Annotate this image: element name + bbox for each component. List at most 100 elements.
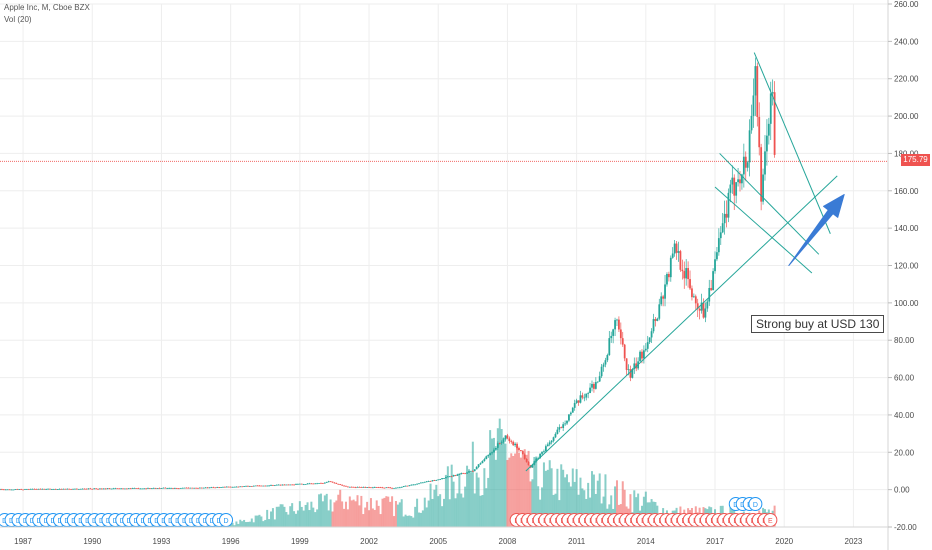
candle-body [350,486,353,488]
volume-bar [485,488,488,527]
candle-body [387,487,390,489]
volume-legend[interactable]: Vol (20) [4,15,32,24]
candle-body [243,486,246,487]
volume-bar [521,454,524,527]
volume-bar [235,521,238,527]
candle-body [573,403,576,408]
earnings-marker-label: E [768,518,773,525]
volume-bar [404,514,407,527]
candle-body [295,483,297,485]
volume-bar [589,497,592,527]
candle-body [185,487,188,489]
candle-body [49,488,51,490]
dividend-marker-label: D [9,518,14,525]
candle-body [739,179,741,184]
candle-body [606,355,609,361]
candle-body [193,487,196,489]
candle-body [639,351,641,362]
candle-body [641,351,643,359]
volume-bar [271,508,274,527]
volume-bar [377,505,380,527]
price-tick-label: 60.00 [894,374,915,383]
candle-body [481,461,484,464]
volume-bar [283,506,286,527]
candle-body [366,487,369,488]
volume-bar [566,474,569,527]
dividend-marker-label: D [168,518,173,525]
candle-body [471,470,474,472]
candle-body [206,487,209,489]
candle-body [393,487,395,489]
candle-body [89,488,92,490]
time-axis[interactable]: 1987 1990 1993 1996 1999 2002 2005 2008 2011 2014… [0,526,888,546]
channel-upper [719,153,820,255]
candle-body [329,481,332,483]
candle-body [81,488,84,490]
candle-body [149,488,151,489]
candle-body [550,440,553,443]
volume-bar [337,494,340,527]
volume-bar [516,445,519,527]
candle-body [416,483,418,485]
candle-body [527,461,530,466]
candle-body [273,485,276,487]
candle-body [385,487,388,489]
candle-body [87,488,90,490]
candle-body [462,473,465,474]
volume-bar [550,468,553,527]
candle-body [281,484,284,486]
candle-body [127,488,130,490]
candle-body [124,488,126,490]
candle-body [316,483,319,485]
volume-bar [296,510,299,527]
candle-body [687,268,690,280]
candle-body [325,482,328,483]
strong-buy-annotation[interactable]: Strong buy at USD 130 [751,315,885,333]
volume-bar [258,514,261,527]
candle-body [437,479,440,481]
candle-body [671,253,674,258]
candle-body [504,435,507,440]
candle-body [756,66,759,117]
volume-bar [552,494,555,527]
candle-body [587,393,590,394]
volume-bar [460,493,463,527]
candle-body [22,489,24,491]
candle-body [174,488,176,489]
candle-body [187,487,190,489]
candle-body [97,488,99,490]
price-axis[interactable]: 260.00 240.00 220.00 200.00 180.00 160.00 140.… [887,0,919,550]
candle-body [262,485,265,487]
candle-body [685,268,688,279]
candle-body [737,179,739,183]
candle-body [70,488,73,490]
time-tick-label: 2002 [360,537,378,546]
volume-bar [327,510,330,527]
dividend-marker-label: D [733,502,738,509]
candle-body [712,271,714,291]
candle-body [83,488,86,490]
symbol-legend[interactable]: Apple Inc, M, Cboe BZX [4,3,90,12]
candle-body [758,116,761,148]
candle-body [287,484,290,486]
volume-bar [279,504,282,527]
dividend-marker-label: D [51,518,56,525]
volume-bar [285,512,288,527]
drawing-layer [525,52,845,472]
volume-bar [602,496,605,527]
dividend-marker-label: D [71,518,76,525]
event-markers: DDDDDDDDDDDDDDDDDDDDDDDDDDDDDDDDDDDDDEEE… [0,497,778,527]
candle-body [523,454,526,459]
volume-bar [275,506,278,527]
candle-body [375,487,378,488]
candle-body [710,287,713,291]
candle-body [6,489,9,491]
volume-bar [635,497,638,527]
volume-bar [581,488,584,527]
candle-body [569,412,572,415]
candle-body [308,483,311,485]
candle-body [383,487,386,489]
candle-body [164,487,167,489]
candle-body [564,423,566,425]
